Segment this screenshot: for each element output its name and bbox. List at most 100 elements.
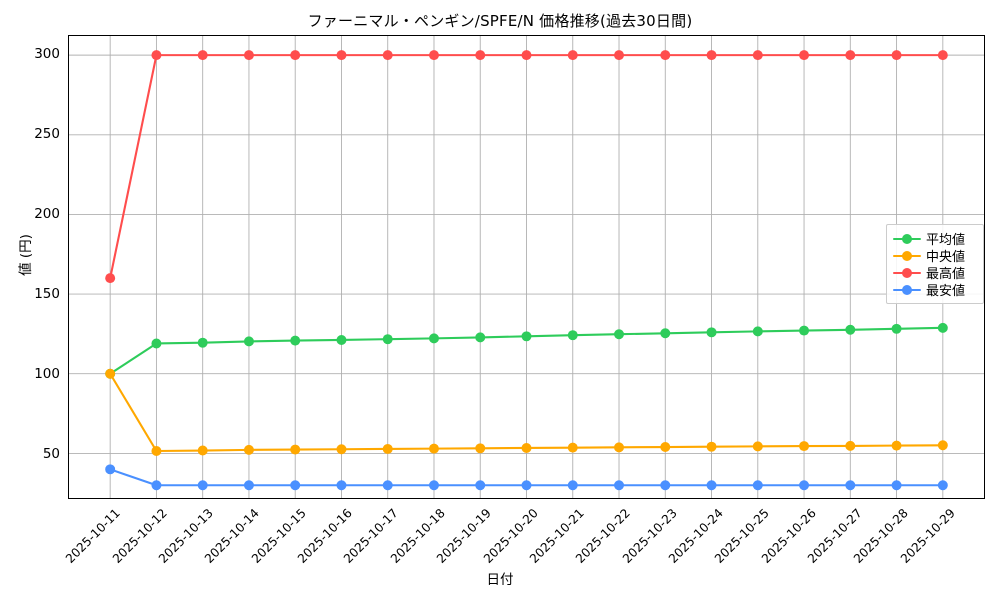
y-tick-label: 100 — [34, 366, 60, 383]
data-point-marker — [752, 480, 763, 491]
data-point-marker — [336, 334, 347, 345]
data-point-marker — [752, 441, 763, 452]
data-point-marker — [105, 464, 116, 475]
data-point-marker — [428, 443, 439, 454]
data-point-marker — [428, 333, 439, 344]
data-point-marker — [891, 323, 902, 334]
data-point-marker — [521, 331, 532, 342]
legend-item[interactable]: 平均値 — [892, 230, 977, 248]
data-point-marker — [290, 480, 301, 491]
data-point-marker — [105, 368, 116, 379]
data-point-marker — [706, 480, 717, 491]
data-point-marker — [243, 444, 254, 455]
x-axis-label: 日付 — [486, 572, 514, 588]
series-4 — [105, 464, 948, 491]
legend-marker-icon — [902, 284, 912, 295]
y-axis-label: 値 (円) — [18, 234, 34, 276]
data-point-marker — [105, 273, 116, 284]
data-point-marker — [151, 446, 162, 456]
data-point-marker — [336, 444, 347, 455]
data-point-marker — [151, 50, 162, 61]
data-point-marker — [475, 480, 486, 491]
data-point-marker — [243, 480, 254, 491]
data-point-marker — [706, 441, 717, 452]
series-3 — [105, 50, 948, 284]
data-point-marker — [567, 442, 578, 453]
data-point-marker — [706, 50, 717, 61]
data-point-marker — [428, 480, 439, 491]
legend-marker-icon — [902, 250, 912, 261]
data-point-marker — [151, 338, 162, 349]
data-point-marker — [382, 334, 393, 345]
y-tick-label: 250 — [34, 126, 60, 143]
data-point-marker — [660, 480, 671, 491]
data-point-marker — [845, 324, 856, 335]
data-point-marker — [752, 326, 763, 337]
legend-label: 平均値 — [926, 233, 966, 248]
y-tick-label: 300 — [34, 46, 60, 63]
data-point-marker — [197, 445, 208, 456]
data-point-marker — [660, 442, 671, 452]
data-point-marker — [290, 444, 301, 455]
data-point-marker — [475, 50, 486, 61]
data-point-marker — [336, 480, 347, 491]
legend-label: 中央値 — [926, 250, 966, 265]
data-point-marker — [937, 480, 948, 491]
data-point-marker — [290, 335, 301, 346]
y-tick-label: 150 — [34, 286, 60, 303]
data-point-marker — [937, 440, 948, 451]
legend-item[interactable]: 最安値 — [892, 281, 977, 299]
legend-item[interactable]: 中央値 — [892, 247, 977, 265]
data-point-marker — [799, 480, 810, 491]
data-point-marker — [197, 50, 208, 61]
data-point-marker — [799, 50, 810, 61]
data-point-marker — [660, 50, 671, 61]
data-point-marker — [382, 443, 393, 454]
series-1 — [105, 322, 948, 379]
data-point-marker — [521, 442, 532, 453]
legend-color-swatch — [892, 283, 922, 297]
data-point-marker — [197, 480, 208, 491]
data-point-marker — [428, 50, 439, 61]
legend-label: 最高値 — [926, 267, 966, 282]
chart-title: ファーニマル・ペンギン/SPFE/N 価格推移(過去30日間) — [307, 12, 693, 30]
grid-lines — [69, 36, 984, 498]
legend-item[interactable]: 最高値 — [892, 264, 977, 282]
legend-color-swatch — [892, 249, 922, 263]
data-point-marker — [475, 443, 486, 454]
data-point-marker — [382, 50, 393, 61]
series-line — [109, 54, 944, 280]
legend-color-swatch — [892, 266, 922, 280]
series-line — [109, 372, 944, 453]
data-point-marker — [937, 322, 948, 333]
data-point-marker — [567, 50, 578, 61]
data-point-marker — [521, 50, 532, 61]
data-point-marker — [475, 332, 486, 343]
plot-area — [68, 35, 985, 499]
data-point-marker — [845, 50, 856, 61]
data-point-marker — [382, 480, 393, 491]
legend-marker-icon — [902, 233, 912, 244]
y-axis-tick-labels: 50 100 150 200 250 300 — [8, 35, 60, 499]
legend-color-swatch — [892, 232, 922, 246]
data-point-marker — [614, 329, 625, 340]
data-point-marker — [891, 480, 902, 491]
data-point-marker — [336, 50, 347, 61]
data-point-marker — [891, 50, 902, 61]
data-point-marker — [614, 442, 625, 453]
legend-marker-icon — [902, 267, 912, 278]
y-tick-label: 200 — [34, 206, 60, 223]
data-point-marker — [197, 337, 208, 348]
data-point-marker — [706, 327, 717, 338]
data-point-marker — [243, 50, 254, 61]
data-point-marker — [614, 480, 625, 491]
data-point-marker — [845, 440, 856, 451]
data-point-marker — [151, 480, 162, 491]
data-point-marker — [567, 330, 578, 341]
chart-legend: 平均値中央値最高値 最安値 — [886, 224, 984, 304]
data-point-marker — [845, 480, 856, 491]
series-2 — [105, 368, 948, 456]
data-point-marker — [799, 441, 810, 452]
data-point-marker — [521, 480, 532, 491]
